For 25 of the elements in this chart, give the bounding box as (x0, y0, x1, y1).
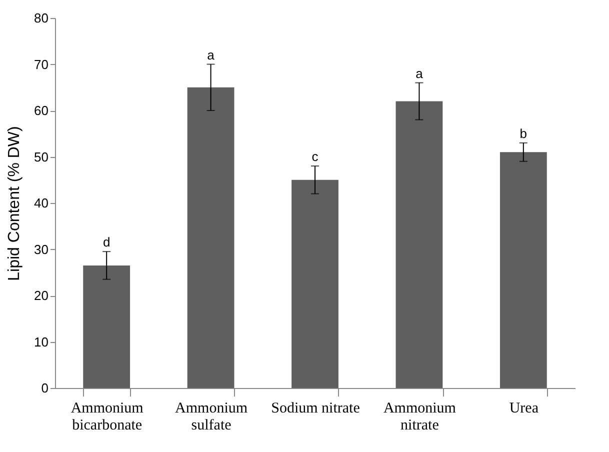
y-tick-label: 0 (41, 380, 48, 396)
bar (500, 152, 547, 388)
y-tick-label: 40 (34, 196, 48, 210)
x-tick-label: Ammonium bicarbonate (70, 400, 144, 434)
annotation: b (520, 126, 528, 141)
annotation: c (312, 149, 319, 164)
y-tick-label: 30 (34, 242, 48, 257)
bar (187, 87, 234, 388)
y-tick-label: 80 (34, 10, 48, 26)
bar (292, 180, 338, 388)
annotation: d (102, 234, 110, 250)
annotation: a (207, 47, 216, 62)
y-tick-label: 50 (34, 149, 48, 164)
y-tick-label: 10 (34, 334, 48, 350)
x-tick-label: Ammonium sulfate (175, 400, 248, 434)
y-tick-label: 70 (34, 56, 48, 72)
y-axis-title: Lipid Content (% DW) (6, 126, 24, 281)
y-tick-label: 60 (34, 103, 48, 118)
bar (83, 265, 130, 388)
x-tick-label: Ammonium nitrate (383, 400, 456, 434)
x-tick-label: Urea (509, 400, 539, 416)
x-tick-label: Sodium nitrate (271, 400, 360, 416)
y-tick-label: 20 (34, 288, 48, 303)
bar (396, 101, 443, 388)
annotation: a (416, 66, 424, 81)
